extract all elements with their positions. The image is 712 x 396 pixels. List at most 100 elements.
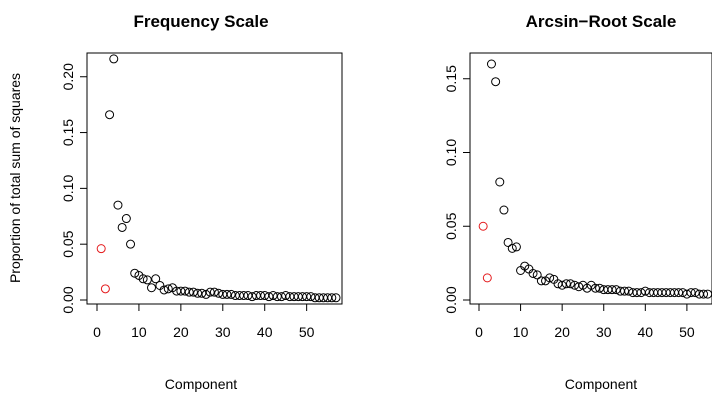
data-point (565, 279, 575, 289)
data-point (590, 283, 600, 293)
data-point (574, 282, 584, 292)
data-point (511, 242, 521, 252)
highlighted-data-point (100, 284, 110, 294)
data-point (209, 287, 219, 297)
data-point (138, 274, 148, 284)
y-tick-label: 0.10 (60, 175, 76, 202)
x-axis-label: Component (565, 376, 637, 392)
data-point (147, 283, 157, 293)
x-tick-label: 10 (131, 324, 147, 340)
y-tick-label: 0.15 (443, 65, 459, 92)
highlighted-data-point (482, 273, 492, 283)
chart-title: Frequency Scale (133, 12, 268, 31)
x-tick-label: 30 (596, 324, 612, 340)
data-point (188, 287, 198, 297)
data-point (699, 289, 709, 299)
y-axis-ticks: 0.00 0.05 0.10 0.15 (443, 65, 470, 314)
x-tick-label: 50 (679, 324, 695, 340)
x-axis-label: Component (165, 376, 237, 392)
data-point (611, 285, 621, 295)
data-point (117, 222, 127, 232)
data-point (109, 54, 119, 64)
data-point (180, 286, 190, 296)
y-tick-label: 0.00 (443, 286, 459, 313)
data-point (205, 287, 215, 297)
data-point (126, 239, 136, 249)
data-point (155, 280, 165, 290)
chart-title: Arcsin−Root Scale (526, 12, 677, 31)
data-point (272, 292, 282, 302)
plot-area-frame (469, 52, 712, 305)
data-point (151, 274, 161, 284)
y-axis-ticks: 0.00 0.05 0.10 0.15 0.20 (60, 63, 87, 314)
data-point (686, 288, 696, 298)
plot-area-frame (86, 52, 343, 305)
x-tick-label: 10 (513, 324, 529, 340)
data-point (214, 288, 224, 298)
data-point (499, 205, 509, 215)
x-tick-label: 40 (257, 324, 273, 340)
y-tick-label: 0.10 (443, 139, 459, 166)
data-point (247, 292, 257, 302)
data-point (163, 284, 173, 294)
data-point (268, 291, 278, 301)
x-axis-ticks: 0 10 20 30 40 50 (93, 304, 315, 340)
data-points (96, 54, 341, 303)
x-tick-label: 0 (93, 324, 101, 340)
data-point (503, 237, 513, 247)
y-tick-label: 0.05 (60, 230, 76, 257)
highlighted-data-point (96, 244, 106, 254)
data-point (640, 286, 650, 296)
data-point (491, 77, 501, 87)
data-point (507, 243, 517, 253)
data-point (105, 110, 115, 120)
y-tick-label: 0.00 (60, 286, 76, 313)
x-tick-label: 0 (475, 324, 483, 340)
data-point (486, 59, 496, 69)
x-axis-ticks: 0 10 20 30 40 50 (475, 304, 695, 340)
data-point (197, 288, 207, 298)
data-point (632, 288, 642, 298)
data-point (528, 268, 538, 278)
x-tick-label: 20 (554, 324, 570, 340)
highlighted-data-point (478, 221, 488, 231)
data-point (624, 286, 634, 296)
x-tick-label: 50 (299, 324, 315, 340)
data-point (536, 276, 546, 286)
data-point (239, 291, 249, 301)
data-point (159, 285, 169, 295)
data-point (113, 200, 123, 210)
data-point (690, 288, 700, 298)
x-tick-label: 20 (173, 324, 189, 340)
data-point (561, 279, 571, 289)
chart-panel-frequency: Frequency Scale Proportion of total sum … (7, 12, 343, 392)
data-point (607, 285, 617, 295)
data-point (302, 292, 312, 302)
data-point (682, 289, 692, 299)
data-point (532, 270, 542, 280)
x-tick-label: 40 (638, 324, 654, 340)
y-tick-label: 0.15 (60, 119, 76, 146)
data-point (327, 293, 337, 303)
data-point (495, 177, 505, 187)
data-point (306, 292, 316, 302)
y-axis-label: Proportion of total sum of squares (7, 73, 23, 283)
chart-panel-arcsin-root: Arcsin−Root Scale Component 0 10 20 30 40 50 … (443, 12, 712, 392)
y-tick-label: 0.20 (60, 63, 76, 90)
data-point (545, 273, 555, 283)
data-point (620, 286, 630, 296)
data-point (674, 288, 684, 298)
data-point (201, 289, 211, 299)
data-point (176, 286, 186, 296)
data-point (256, 291, 266, 301)
data-point (130, 268, 140, 278)
data-point (281, 291, 291, 301)
data-points (478, 59, 712, 299)
data-point (121, 214, 131, 224)
data-point (557, 280, 567, 290)
data-point (226, 289, 236, 299)
data-point (142, 275, 152, 285)
data-point (184, 287, 194, 297)
y-tick-label: 0.05 (443, 212, 459, 239)
